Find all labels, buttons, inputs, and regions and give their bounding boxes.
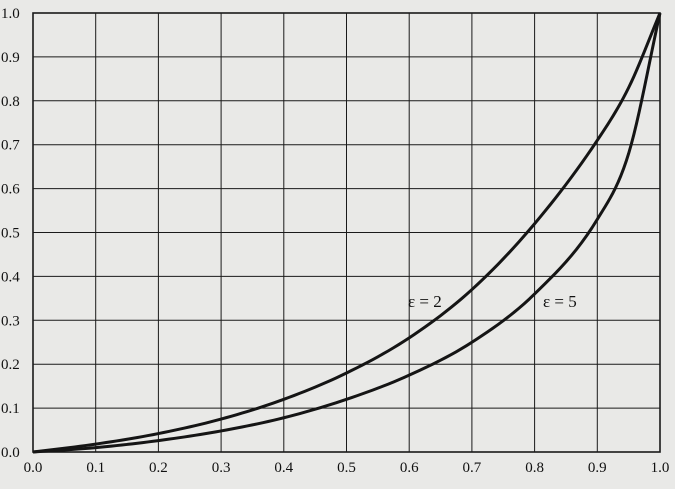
plot-frame <box>32 12 661 453</box>
series-label: ε = 5 <box>543 292 577 311</box>
y-tick-label: 0.9 <box>1 50 20 66</box>
x-tick-label: 0.5 <box>337 460 356 476</box>
series-line <box>32 12 662 454</box>
series-labels: ε = 2 ε = 5 <box>408 292 577 311</box>
x-tick-label: 0.6 <box>400 460 419 476</box>
y-tick-label: 0.0 <box>1 445 20 461</box>
y-tick-label: 0.7 <box>1 138 20 154</box>
y-tick-label: 0.3 <box>1 313 20 329</box>
y-tick-label: 0.2 <box>1 357 20 373</box>
y-tick-label: 0.4 <box>1 269 20 285</box>
series-lines <box>32 12 662 454</box>
x-tick-label: 0.7 <box>463 460 482 476</box>
x-tick-label: 0.3 <box>212 460 231 476</box>
tick-labels: 0.0 0.1 0.2 0.3 0.4 0.5 0.6 0.7 0.8 0.9 1.0 0.0 0.1 0… <box>1 6 669 476</box>
y-tick-label: 0.1 <box>1 401 20 417</box>
x-tick-label: 0.0 <box>24 460 43 476</box>
x-tick-label: 0.9 <box>588 460 607 476</box>
y-tick-label: 0.8 <box>1 94 20 110</box>
y-tick-label: 0.5 <box>1 226 20 242</box>
series-label: ε = 2 <box>408 292 442 311</box>
y-tick-label: 1.0 <box>1 6 20 22</box>
axes <box>32 12 661 453</box>
y-tick-label: 0.6 <box>1 182 20 198</box>
x-tick-label: 0.4 <box>274 460 293 476</box>
grid <box>32 12 661 453</box>
x-tick-label: 0.8 <box>525 460 544 476</box>
x-tick-label: 1.0 <box>651 460 670 476</box>
x-tick-label: 0.2 <box>149 460 168 476</box>
series-line <box>32 12 662 454</box>
x-tick-label: 0.1 <box>86 460 105 476</box>
